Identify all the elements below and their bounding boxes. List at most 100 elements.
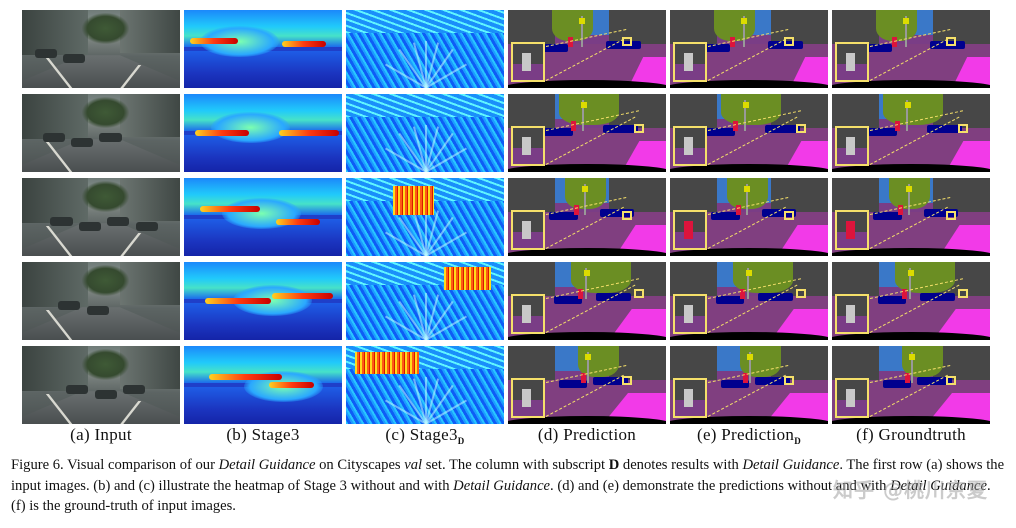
zoom-inset <box>511 210 545 250</box>
car <box>66 385 89 395</box>
zoom-inset <box>835 378 869 418</box>
caption-text: set. The column with subscript <box>422 457 609 473</box>
seg-car <box>706 128 735 137</box>
edge-ray <box>425 377 427 424</box>
seg-building <box>670 262 718 300</box>
prediction-panel <box>508 178 666 256</box>
zoom-inset <box>835 294 869 334</box>
road <box>22 139 180 172</box>
seg-vegetation <box>571 262 632 294</box>
zoom-inset <box>673 42 707 82</box>
seg-sign <box>906 185 913 192</box>
caption-text: on Cityscapes <box>315 457 405 473</box>
input-panel <box>22 10 180 88</box>
seg-pole <box>583 184 586 216</box>
column-label-text: (c) Stage3 <box>385 425 458 444</box>
stage3-panel <box>184 178 342 256</box>
inset-detail <box>522 221 531 239</box>
seg-building <box>609 346 666 381</box>
groundtruth-panel <box>832 94 990 172</box>
seg-person <box>730 36 736 47</box>
edge-sky <box>346 94 504 118</box>
seg-car <box>599 209 635 217</box>
car <box>78 221 101 232</box>
column-label: (a) Input <box>22 425 180 446</box>
groundtruth-panel <box>832 262 990 340</box>
column-label: (b) Stage3 <box>184 425 342 446</box>
heat-streak <box>209 374 282 381</box>
seg-building <box>771 10 828 45</box>
column-label-text: (b) Stage3 <box>226 425 300 444</box>
seg-building <box>832 178 880 216</box>
seg-hood <box>508 332 666 340</box>
zoom-box <box>621 210 632 220</box>
input-panel <box>22 346 180 424</box>
building-right <box>119 10 180 53</box>
zoom-box <box>621 36 632 46</box>
seg-hood <box>832 80 990 88</box>
seg-sign <box>744 185 751 192</box>
zoom-box <box>796 288 807 298</box>
zoom-box <box>958 123 969 133</box>
inset-detail <box>522 53 531 71</box>
seg-sign <box>907 269 914 276</box>
edge-hot <box>355 352 419 375</box>
seg-car <box>764 125 800 133</box>
seg-building <box>670 178 718 216</box>
zoom-inset <box>673 378 707 418</box>
input-panel <box>22 94 180 172</box>
tree <box>82 13 130 45</box>
seg-building <box>832 262 880 300</box>
seg-building <box>771 346 828 381</box>
seg-vegetation <box>739 346 781 378</box>
seg-person <box>892 36 898 47</box>
zoom-box <box>783 36 794 46</box>
prediction-panel <box>508 10 666 88</box>
car <box>70 137 94 148</box>
tree <box>82 265 130 297</box>
seg-pole <box>745 184 748 216</box>
seg-pole <box>749 352 751 384</box>
seg-car <box>863 44 893 53</box>
seg-hood <box>508 416 666 424</box>
heat-streak <box>204 297 271 305</box>
seg-car <box>920 293 956 301</box>
seg-pole <box>742 16 745 48</box>
seg-car <box>549 212 578 221</box>
seg-car <box>593 377 629 385</box>
seg-vegetation <box>714 10 756 42</box>
stage3-d-panel <box>346 262 504 340</box>
zoom-box <box>796 123 807 133</box>
seg-pole <box>580 16 583 48</box>
column-label-subscript: D <box>794 436 801 446</box>
inset-detail <box>846 53 855 71</box>
seg-pole <box>587 352 589 384</box>
seg-hood <box>832 248 990 256</box>
stage3-panel <box>184 94 342 172</box>
stage3-panel <box>184 10 342 88</box>
inset-detail <box>846 137 855 155</box>
heat-streak <box>272 293 333 300</box>
building-right <box>119 262 180 305</box>
zoom-inset <box>835 42 869 82</box>
zoom-inset <box>673 294 707 334</box>
zoom-box <box>958 288 969 298</box>
seg-building <box>771 94 828 129</box>
seg-car <box>558 380 587 389</box>
seg-person <box>574 204 580 215</box>
car <box>94 389 117 400</box>
input-panel <box>22 262 180 340</box>
seg-hood <box>670 164 828 172</box>
groundtruth-panel <box>832 178 990 256</box>
edge-hot <box>443 266 492 291</box>
seg-building <box>933 94 990 129</box>
seg-sign <box>580 101 587 108</box>
building-right <box>119 346 180 389</box>
tree <box>82 97 130 129</box>
figure-caption: Figure 6. Visual comparison of our Detai… <box>11 455 1006 517</box>
seg-person <box>901 288 907 299</box>
car <box>63 53 86 64</box>
inset-detail <box>684 389 693 407</box>
zoom-inset <box>673 126 707 166</box>
seg-car <box>711 212 740 221</box>
